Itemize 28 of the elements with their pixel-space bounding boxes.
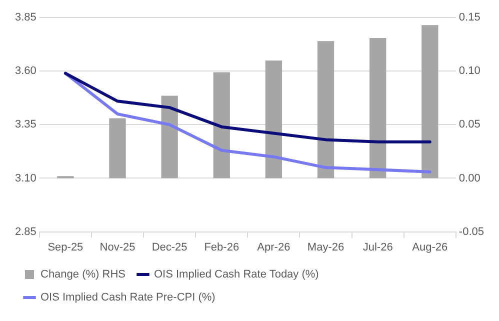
bar — [109, 118, 126, 178]
bar — [265, 60, 282, 178]
y-tick-label: 3.10 — [14, 172, 36, 184]
x-tick-label: Jul-26 — [362, 241, 393, 254]
y-tick-label: 3.35 — [14, 118, 36, 131]
y-tick-label: 2.85 — [14, 226, 36, 238]
x-tick-label: Nov-25 — [100, 241, 136, 254]
x-tick-label: Feb-26 — [204, 241, 240, 254]
y2-tick-label: 0.10 — [458, 65, 480, 78]
bar — [213, 72, 230, 178]
bar — [161, 96, 178, 178]
y2-tick-label: 0.15 — [458, 12, 480, 24]
x-tick-label: Aug-26 — [412, 241, 448, 254]
y2-tick-label: -0.05 — [458, 226, 484, 238]
x-tick-label: May-26 — [307, 241, 344, 254]
bar — [422, 25, 438, 178]
legend-label: OIS Implied Cash Rate Today (%) — [154, 268, 319, 281]
bar — [317, 41, 334, 178]
y-tick-label: 3.85 — [14, 12, 36, 24]
x-tick-label: Dec-25 — [152, 241, 188, 254]
bar — [370, 38, 386, 178]
y2-tick-label: 0.00 — [458, 172, 480, 184]
legend-label: Change (%) RHS — [40, 268, 126, 281]
y2-tick-label: 0.05 — [458, 118, 480, 131]
x-tick-label: Apr-26 — [257, 241, 290, 254]
y-tick-label: 3.60 — [14, 65, 36, 78]
legend-label: OIS Implied Cash Rate Pre-CPI (%) — [40, 292, 216, 304]
x-tick-label: Sep-25 — [48, 241, 84, 254]
